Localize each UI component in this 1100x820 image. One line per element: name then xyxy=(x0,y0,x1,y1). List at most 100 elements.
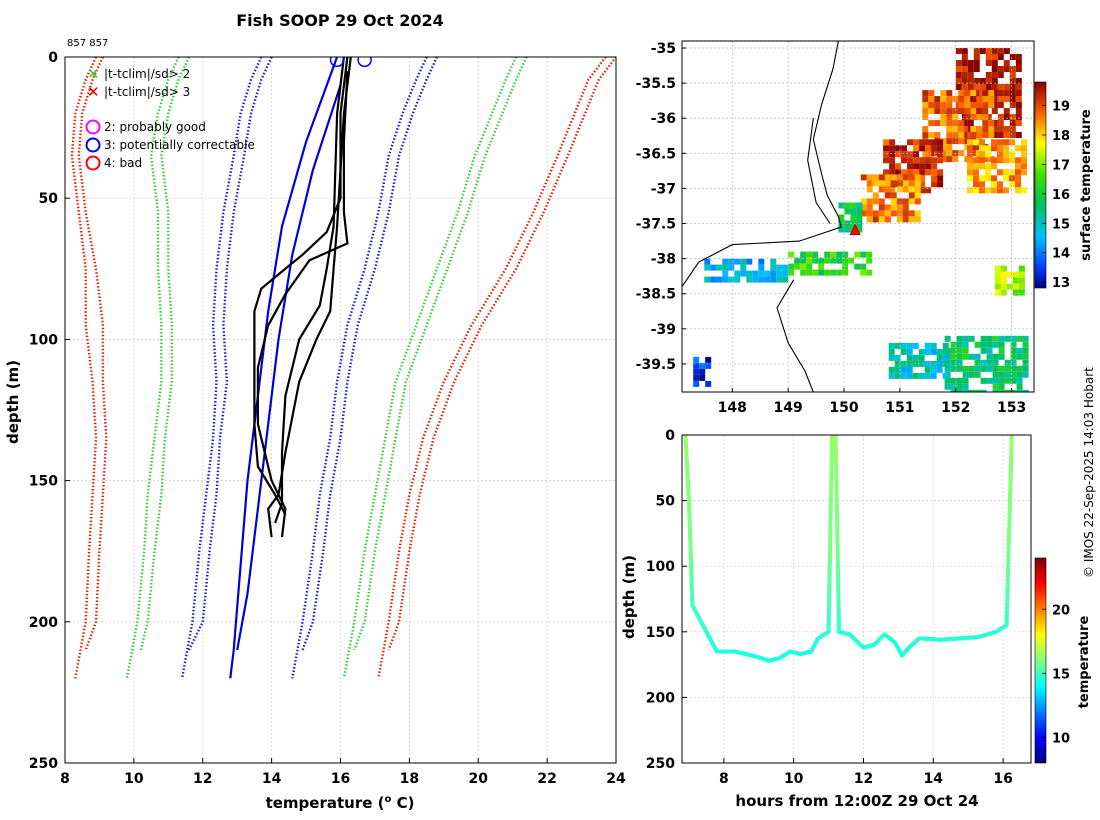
sst-cell xyxy=(1015,66,1022,72)
sst-cell xyxy=(824,269,831,276)
sst-cell xyxy=(901,169,908,176)
sst-cell xyxy=(991,175,997,182)
trajectory-xtick-label: 14 xyxy=(924,771,944,787)
trajectory-ytick-label: 50 xyxy=(656,494,676,510)
sst-cell xyxy=(1000,265,1007,272)
sst-cell xyxy=(1016,335,1023,342)
sst-cell xyxy=(1009,84,1016,90)
sst-cell xyxy=(931,169,938,176)
sst-cell xyxy=(888,348,895,355)
map-colorbar-tick-label: 19 xyxy=(1052,100,1070,115)
sst-cell xyxy=(752,270,759,277)
sst-cell xyxy=(740,258,747,265)
sst-cell xyxy=(872,180,879,187)
sst-cell xyxy=(1016,365,1023,372)
climatology-line-mean-3sd-a xyxy=(70,57,98,679)
sst-cell xyxy=(705,380,712,387)
sst-cell xyxy=(844,208,851,215)
map-colorbar-tick-label: 16 xyxy=(1052,188,1070,203)
sst-cell xyxy=(1003,187,1009,194)
sst-cell xyxy=(968,353,975,360)
sst-cell xyxy=(997,102,1004,108)
sst-cell xyxy=(782,264,789,271)
profile-ytick-label: 0 xyxy=(48,50,58,66)
sst-cell xyxy=(961,60,968,66)
trajectory-xtick-label: 16 xyxy=(993,771,1012,787)
sst-cell xyxy=(902,174,909,181)
sst-cell xyxy=(896,180,903,187)
sst-cell xyxy=(994,265,1001,272)
sst-cell xyxy=(973,84,980,90)
sst-cell xyxy=(922,96,929,103)
sst-cell xyxy=(962,365,969,372)
sst-patch xyxy=(838,202,863,233)
sst-cell xyxy=(982,102,989,109)
legend-label-2sd: |t-tclim|/sd> 2 xyxy=(104,67,190,81)
sst-cell xyxy=(934,108,941,115)
sst-cell xyxy=(848,257,855,264)
sst-cell xyxy=(914,174,921,181)
sst-cell xyxy=(930,360,937,367)
sst-cell xyxy=(1004,335,1011,342)
sst-cell xyxy=(962,341,969,348)
sst-cell xyxy=(988,96,995,103)
sst-cell xyxy=(997,120,1004,126)
sst-cell xyxy=(918,354,925,361)
sst-cell xyxy=(884,210,891,217)
sst-cell xyxy=(1009,66,1016,72)
sst-cell xyxy=(894,366,901,373)
sst-cell xyxy=(958,108,965,115)
trajectory-panel: 8 10 12 14 16 0 50 100 150 200 250 hours from 12:0… xyxy=(620,428,1092,810)
sst-cell xyxy=(812,257,819,264)
sst-cell xyxy=(979,175,985,182)
sst-cell xyxy=(1010,335,1017,342)
sst-cell xyxy=(1003,139,1009,146)
sst-cell xyxy=(936,366,943,373)
profile-ytick-label: 50 xyxy=(39,191,59,207)
sst-cell xyxy=(856,202,863,209)
profile-ytick-label: 150 xyxy=(29,474,58,490)
sst-cell xyxy=(967,175,973,182)
sst-cell xyxy=(979,48,986,54)
sst-cell xyxy=(1000,271,1007,278)
sst-cell xyxy=(980,389,987,392)
sst-cell xyxy=(997,145,1003,152)
sst-cell xyxy=(973,66,980,72)
sst-cell xyxy=(1003,90,1010,96)
sst-cell xyxy=(973,54,980,60)
sst-cell xyxy=(979,181,985,188)
sst-cell xyxy=(976,96,983,103)
sst-cell xyxy=(913,145,920,152)
map-coastline3 xyxy=(776,279,814,392)
sst-cell xyxy=(976,132,983,139)
sst-cell xyxy=(728,276,735,283)
sst-cell xyxy=(896,204,903,211)
sst-cell xyxy=(994,289,1001,296)
sst-cell xyxy=(693,374,700,381)
profile-xtick-label: 22 xyxy=(537,771,556,787)
sst-cell xyxy=(894,360,901,367)
sst-cell xyxy=(922,132,929,139)
sst-cell xyxy=(1010,365,1017,372)
sst-cell xyxy=(967,84,974,90)
sst-cell xyxy=(925,157,932,164)
sst-cell xyxy=(985,169,991,176)
trajectory-colorbar-tick-label: 15 xyxy=(1052,667,1070,682)
sst-cell xyxy=(872,198,879,205)
sst-cell xyxy=(856,208,863,215)
sst-cell xyxy=(830,269,837,276)
legend-entry-bad: 4: bad xyxy=(85,155,142,171)
sst-cell xyxy=(952,96,959,103)
sst-cell xyxy=(950,353,957,360)
sst-cell xyxy=(980,347,987,354)
sst-cell xyxy=(1022,359,1029,366)
sst-cell xyxy=(976,126,983,133)
sst-cell xyxy=(998,377,1005,384)
sst-cell xyxy=(931,163,938,170)
sst-cell xyxy=(997,132,1004,138)
sst-cell xyxy=(1010,353,1017,360)
sst-cell xyxy=(986,377,993,384)
sst-cell xyxy=(952,120,959,127)
sst-cell xyxy=(940,96,947,103)
